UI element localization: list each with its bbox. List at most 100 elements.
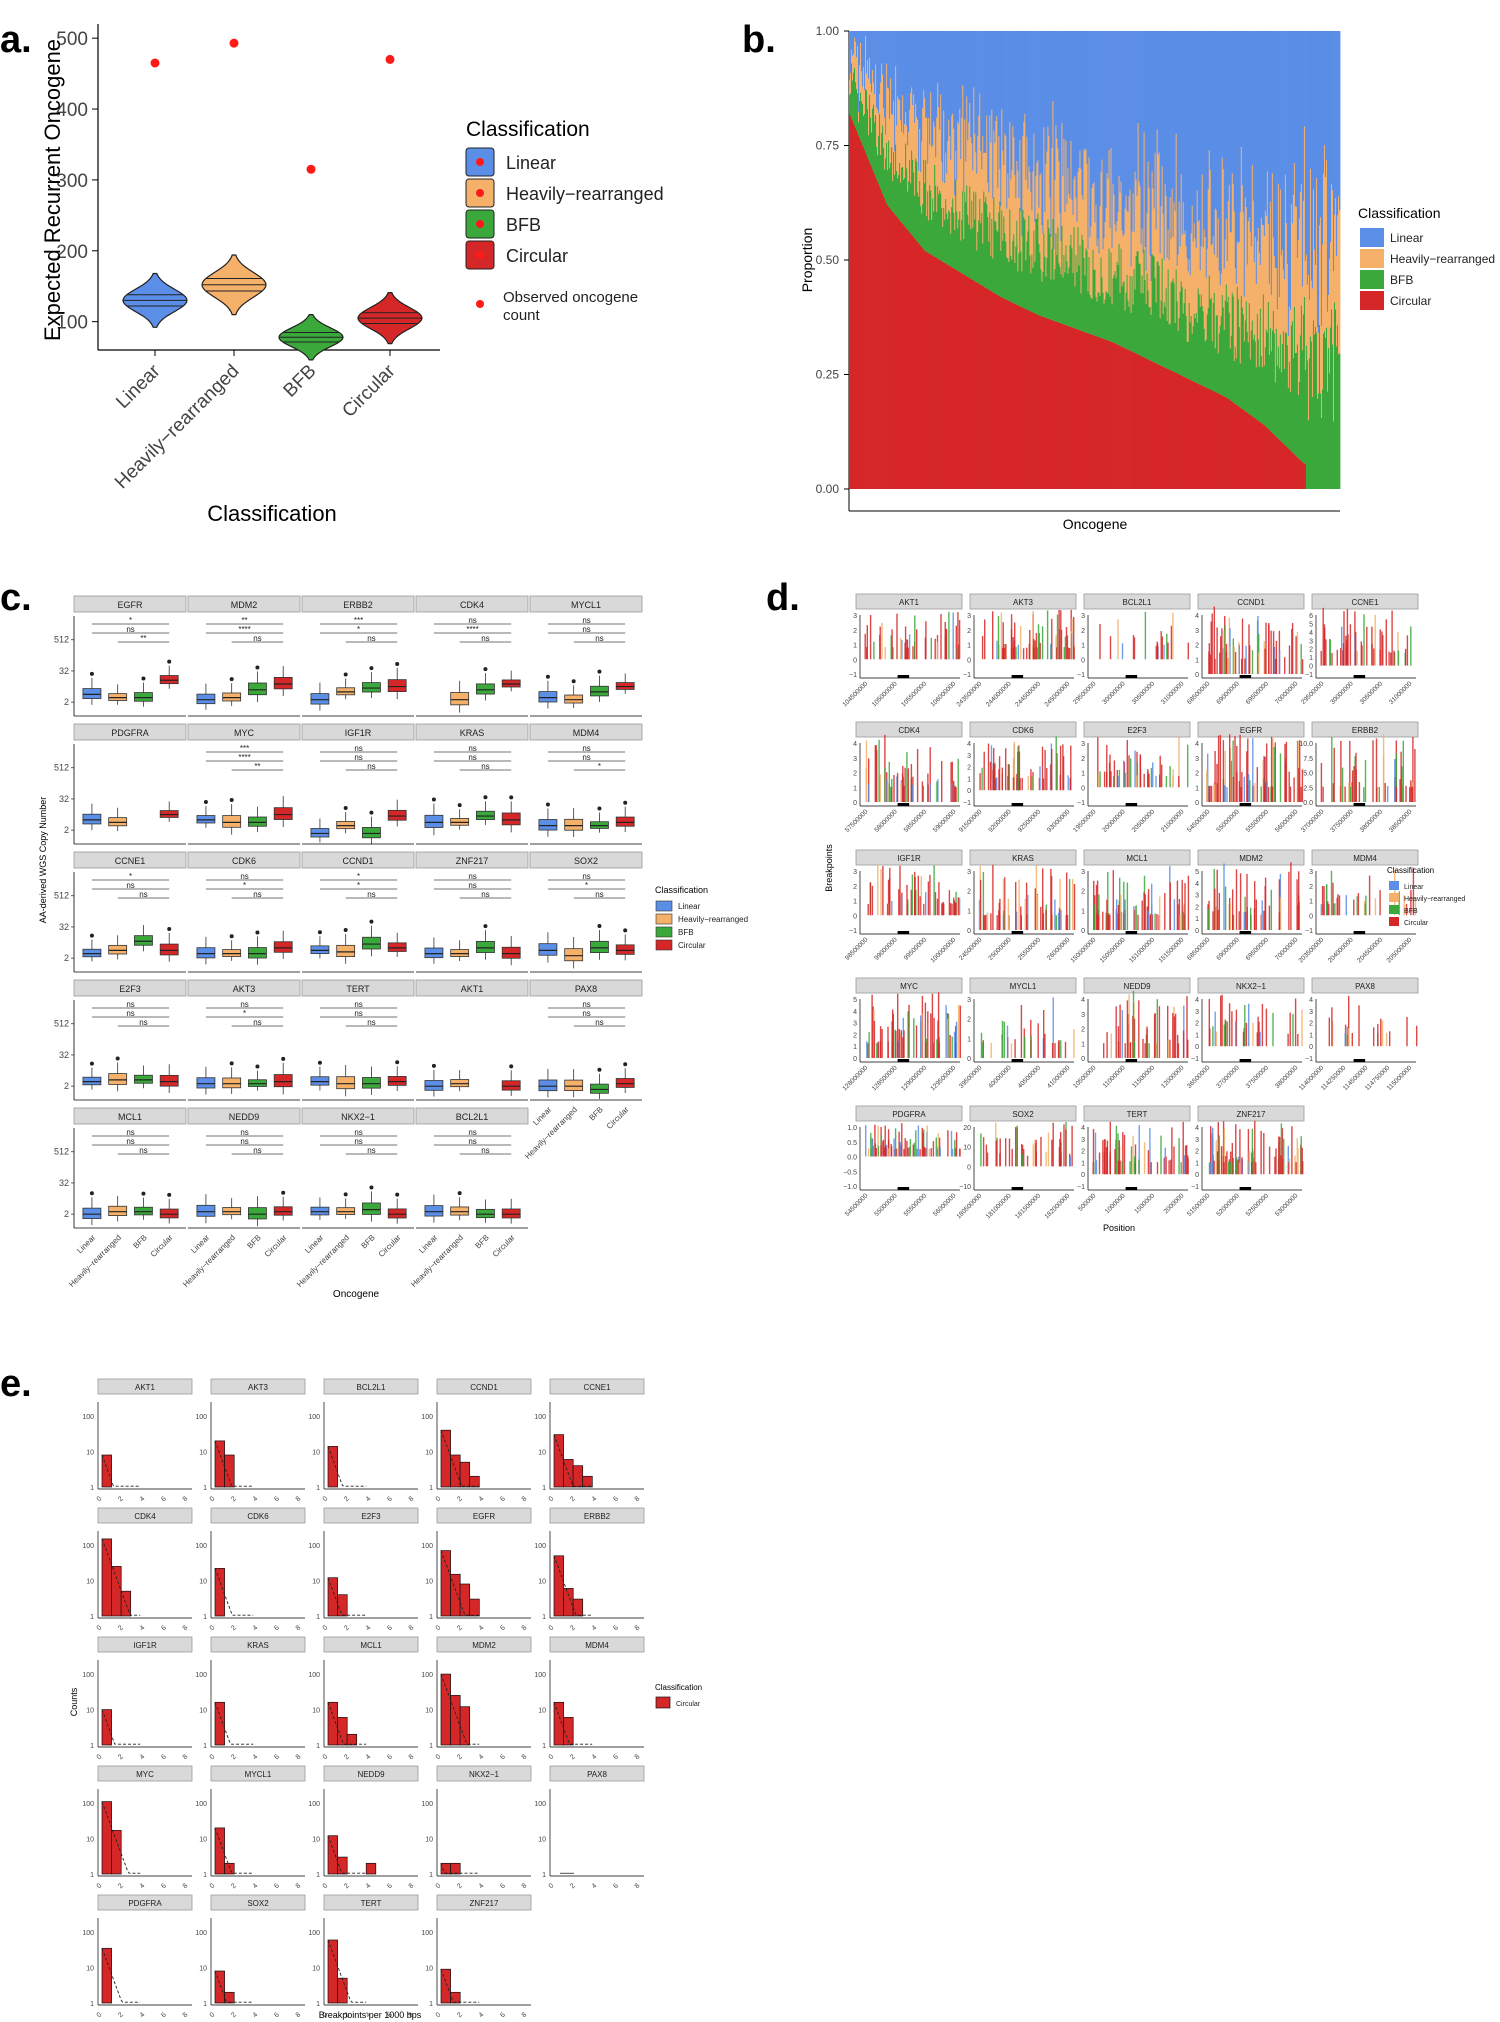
- b-bar-linear: [1024, 31, 1026, 114]
- b-bar-circular: [893, 212, 895, 489]
- b-bar-heavily-rearranged: [1263, 236, 1266, 366]
- d-bar-circular: [1020, 906, 1022, 930]
- b-bar-linear: [1229, 31, 1232, 233]
- d-bar-heavily-rearranged: [884, 646, 886, 660]
- d-bar-circular: [867, 1043, 869, 1058]
- b-bar-linear: [1221, 31, 1224, 158]
- b-bar-bfb: [1285, 333, 1288, 447]
- d-y-tick-label: −1: [1305, 1056, 1313, 1063]
- b-bar-heavily-rearranged: [1207, 189, 1210, 308]
- e-x-tick-label: 0: [548, 1753, 556, 1761]
- d-y-tick-label: 1: [1081, 643, 1085, 650]
- b-bar-circular: [1143, 357, 1145, 489]
- b-bar-circular: [1214, 391, 1217, 489]
- d-bar-bfb: [1244, 1005, 1246, 1047]
- d-bar-circular: [1323, 886, 1325, 916]
- c-strip-label: E2F3: [119, 984, 141, 994]
- b-bar-circular: [1068, 326, 1070, 489]
- d-bar-circular: [990, 913, 992, 930]
- b-bar-bfb: [1187, 341, 1190, 379]
- d-bar-bfb: [1144, 612, 1147, 660]
- c-box-bfb: [248, 947, 267, 959]
- b-bar-bfb: [922, 204, 924, 249]
- d-bar-circular: [864, 633, 866, 660]
- b-bar-heavily-rearranged: [1250, 246, 1253, 331]
- b-bar-circular: [932, 255, 934, 489]
- d-bar-bfb: [892, 647, 894, 660]
- b-bar-bfb: [1046, 257, 1048, 319]
- b-bar-linear: [1208, 31, 1211, 151]
- e-x-tick-label: 8: [521, 1753, 529, 1761]
- b-bar-heavily-rearranged: [1282, 269, 1285, 332]
- b-bar-linear: [1136, 31, 1138, 196]
- b-bar-bfb: [1062, 277, 1064, 325]
- b-bar-linear: [865, 31, 867, 36]
- b-bar-linear: [1034, 31, 1036, 223]
- b-bar-bfb: [1156, 261, 1159, 364]
- b-bar-linear: [893, 31, 895, 101]
- b-bar-circular: [1127, 349, 1129, 489]
- d-bar-bfb: [1182, 913, 1184, 930]
- b-bar-heavily-rearranged: [958, 123, 960, 220]
- b-bar-bfb: [858, 122, 860, 136]
- d-bar-heavily-rearranged: [1376, 787, 1379, 802]
- d-bar-circular: [1124, 1043, 1126, 1058]
- b-bar-heavily-rearranged: [887, 87, 889, 171]
- b-bar-heavily-rearranged: [857, 46, 859, 94]
- d-bar-circular: [955, 1132, 958, 1157]
- b-bar-bfb: [853, 72, 855, 124]
- e-y-tick-label: 10: [199, 1837, 207, 1844]
- d-bar-circular: [1141, 900, 1143, 930]
- b-bar-bfb: [908, 181, 910, 232]
- b-bar-heavily-rearranged: [873, 82, 875, 105]
- e-y-tick-label: 1: [316, 1485, 320, 1492]
- b-bar-bfb: [907, 191, 909, 230]
- d-bar-circular: [897, 993, 899, 1058]
- b-bar-circular: [1144, 357, 1146, 489]
- d-strip: [855, 721, 963, 738]
- c-sig-label: ns: [582, 1000, 590, 1009]
- b-bar-bfb: [1012, 240, 1014, 303]
- b-bar-circular: [1086, 332, 1088, 489]
- b-bar-circular: [1158, 364, 1161, 489]
- e-x-tick-label: 6: [499, 1753, 507, 1761]
- b-bar-bfb: [994, 220, 996, 294]
- b-bar-circular: [1152, 361, 1155, 489]
- b-bar-bfb: [1014, 262, 1016, 304]
- b-bar-bfb: [915, 158, 917, 240]
- e-y-tick-label: 10: [425, 1837, 433, 1844]
- b-bar-bfb: [998, 212, 1000, 296]
- b-bar-heavily-rearranged: [1303, 126, 1306, 297]
- b-bar-circular: [1059, 322, 1061, 489]
- c-outlier: [255, 930, 260, 935]
- d-bar-bfb: [1265, 782, 1267, 802]
- d-bar-circular: [1155, 645, 1157, 660]
- b-bar-linear: [1202, 31, 1205, 248]
- d-bar-circular: [1336, 649, 1338, 666]
- b-bar-circular: [963, 274, 965, 489]
- d-bar-circular: [912, 646, 914, 660]
- e-histogram-bar: [572, 1598, 584, 1617]
- b-bar-bfb: [905, 143, 907, 228]
- b-bar-linear: [1266, 31, 1269, 172]
- d-bar-circular: [1097, 915, 1100, 930]
- b-bar-heavily-rearranged: [1042, 233, 1044, 272]
- d-bar-circular: [984, 915, 986, 930]
- c-box-heavily-rearranged: [222, 815, 242, 828]
- b-bar-bfb: [1114, 270, 1116, 344]
- d-y-tick-label: 0: [853, 1056, 857, 1063]
- b-bar-heavily-rearranged: [1198, 220, 1201, 295]
- b-bar-circular: [1097, 336, 1099, 489]
- b-bar-circular: [1228, 399, 1231, 489]
- d-bar-circular: [1388, 651, 1390, 666]
- e-histogram-bar: [327, 1577, 338, 1617]
- b-bar-bfb: [1098, 293, 1100, 338]
- d-bar-heavily-rearranged: [881, 622, 883, 660]
- e-y-tick-label: 100: [308, 1414, 320, 1421]
- b-bar-bfb: [989, 212, 991, 291]
- b-bar-bfb: [1090, 298, 1092, 335]
- b-bar-heavily-rearranged: [965, 161, 967, 203]
- c-sig-label: ns: [367, 1018, 375, 1027]
- d-bar-circular: [998, 910, 1000, 930]
- b-bar-heavily-rearranged: [957, 121, 959, 229]
